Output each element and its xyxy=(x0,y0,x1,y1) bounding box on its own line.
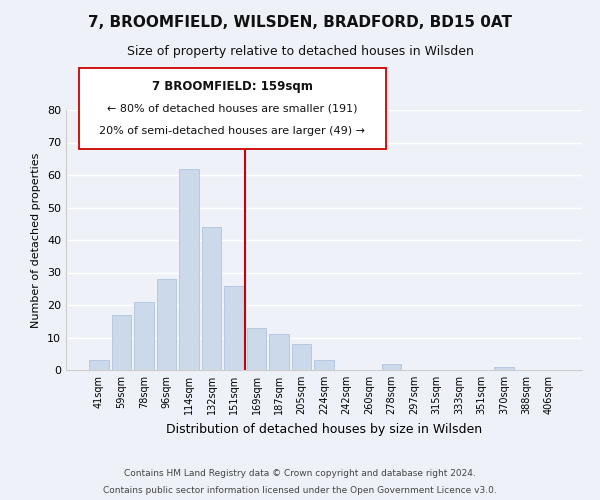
Text: 20% of semi-detached houses are larger (49) →: 20% of semi-detached houses are larger (… xyxy=(100,126,365,136)
Bar xyxy=(157,279,176,370)
Bar xyxy=(269,334,289,370)
Y-axis label: Number of detached properties: Number of detached properties xyxy=(31,152,41,328)
Bar xyxy=(382,364,401,370)
Text: Contains public sector information licensed under the Open Government Licence v3: Contains public sector information licen… xyxy=(103,486,497,495)
X-axis label: Distribution of detached houses by size in Wilsden: Distribution of detached houses by size … xyxy=(166,422,482,436)
Bar xyxy=(89,360,109,370)
FancyBboxPatch shape xyxy=(79,68,386,149)
Bar xyxy=(112,315,131,370)
Bar xyxy=(314,360,334,370)
Text: 7, BROOMFIELD, WILSDEN, BRADFORD, BD15 0AT: 7, BROOMFIELD, WILSDEN, BRADFORD, BD15 0… xyxy=(88,15,512,30)
Text: Contains HM Land Registry data © Crown copyright and database right 2024.: Contains HM Land Registry data © Crown c… xyxy=(124,468,476,477)
Bar xyxy=(247,328,266,370)
Text: ← 80% of detached houses are smaller (191): ← 80% of detached houses are smaller (19… xyxy=(107,104,358,114)
Text: 7 BROOMFIELD: 159sqm: 7 BROOMFIELD: 159sqm xyxy=(152,80,313,93)
Bar xyxy=(202,227,221,370)
Text: Size of property relative to detached houses in Wilsden: Size of property relative to detached ho… xyxy=(127,45,473,58)
Bar xyxy=(134,302,154,370)
Bar xyxy=(494,367,514,370)
Bar xyxy=(292,344,311,370)
Bar xyxy=(179,168,199,370)
Bar xyxy=(224,286,244,370)
